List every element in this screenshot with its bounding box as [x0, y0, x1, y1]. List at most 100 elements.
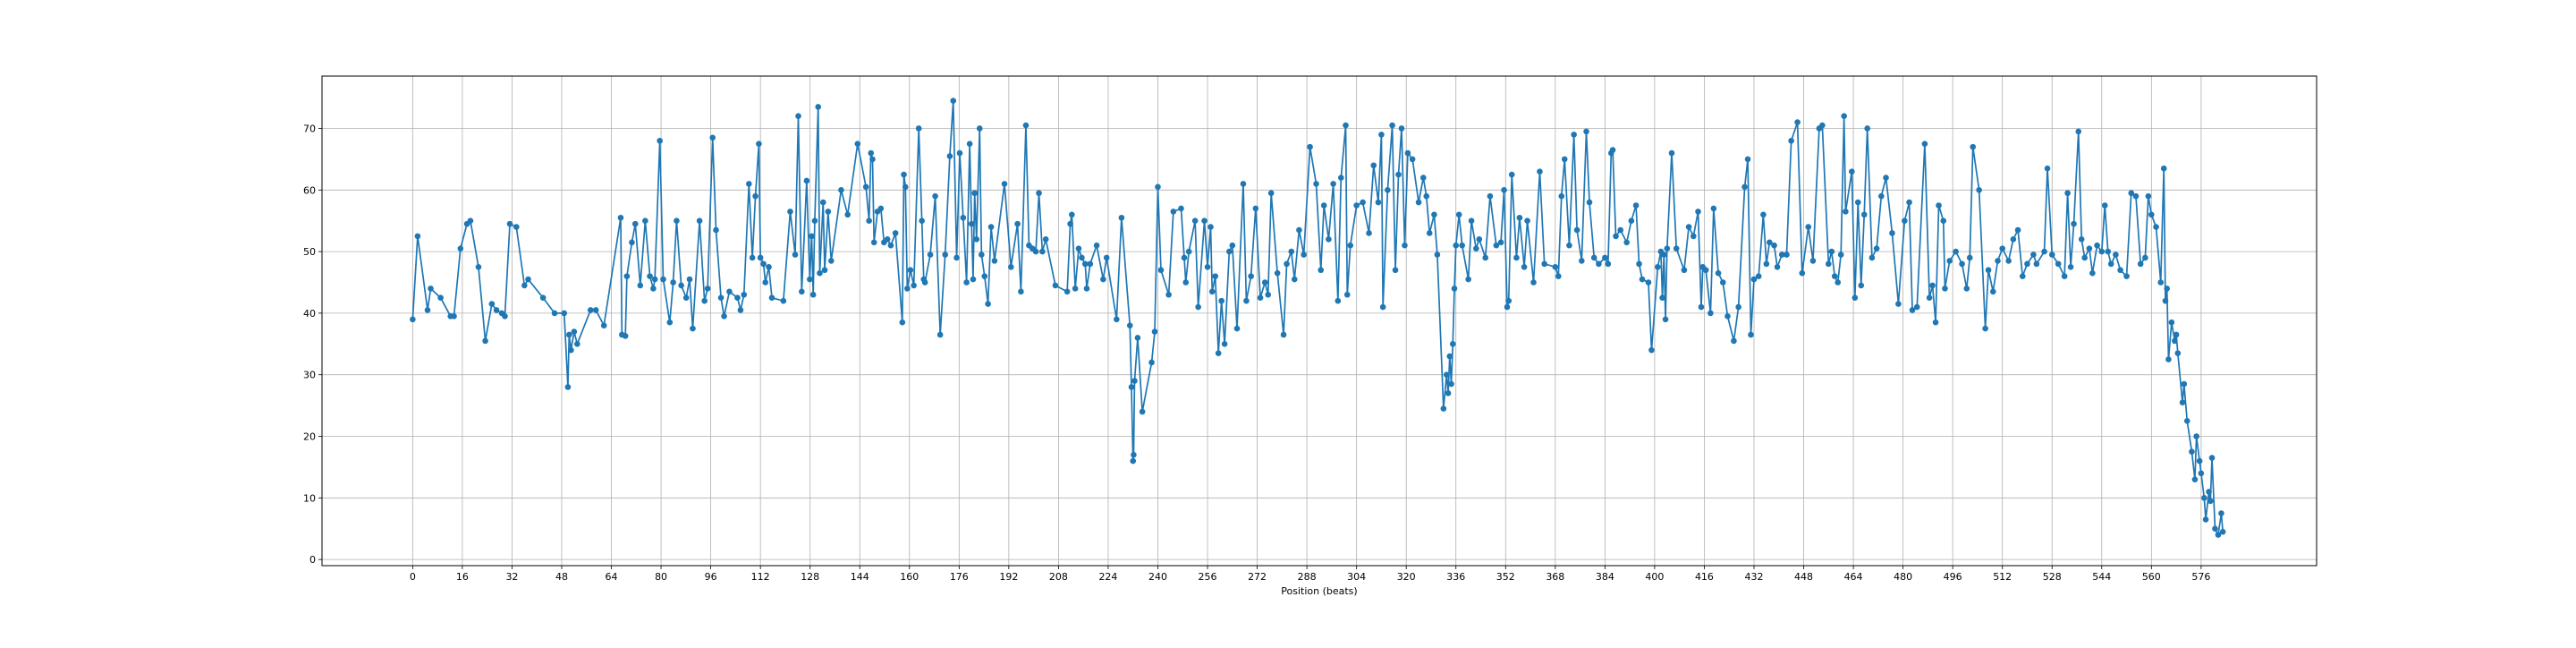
data-point	[1130, 457, 1137, 465]
x-tick-label: 96	[705, 571, 717, 583]
data-point	[1504, 303, 1511, 311]
data-point	[2071, 220, 2077, 227]
data-point	[1799, 269, 1806, 277]
data-point	[2061, 273, 2068, 279]
data-point	[927, 252, 934, 258]
data-point	[1288, 248, 1295, 255]
data-point	[1221, 341, 1228, 347]
data-point	[1063, 288, 1071, 295]
data-point	[2123, 273, 2130, 279]
data-point	[1265, 291, 1272, 298]
x-tick-label: 112	[751, 571, 770, 583]
data-point	[828, 258, 835, 264]
data-point	[1001, 181, 1008, 187]
data-point	[936, 331, 944, 338]
data-point	[1007, 263, 1014, 270]
data-point	[1208, 224, 1214, 230]
data-point	[1784, 252, 1790, 258]
data-point	[1419, 175, 1427, 181]
data-point	[1858, 282, 1865, 289]
x-tick-label: 192	[999, 571, 1018, 583]
data-point	[493, 307, 500, 313]
data-point	[762, 279, 769, 286]
data-point	[1561, 156, 1568, 163]
data-point	[660, 276, 666, 283]
data-point	[1208, 288, 1216, 295]
data-point	[1330, 181, 1336, 187]
data-point	[1497, 239, 1504, 246]
data-point	[2107, 260, 2114, 268]
data-point	[1541, 260, 1547, 268]
data-point	[1131, 378, 1138, 384]
data-point	[809, 291, 817, 298]
data-point	[2067, 263, 2074, 270]
x-tick-label: 480	[1894, 571, 1912, 583]
data-point	[734, 294, 741, 301]
data-point	[1118, 214, 1125, 221]
data-point	[1966, 254, 1973, 261]
data-point	[979, 252, 985, 258]
y-tick-label: 50	[303, 246, 316, 258]
data-point	[1685, 224, 1692, 230]
data-point	[428, 286, 434, 292]
data-point	[2212, 525, 2218, 533]
data-point	[1449, 341, 1456, 347]
data-point	[1398, 125, 1405, 132]
data-point	[1648, 346, 1655, 354]
data-point	[1267, 190, 1275, 197]
data-point	[866, 217, 872, 224]
data-point	[1453, 242, 1460, 249]
data-point	[617, 214, 624, 221]
data-point	[1370, 162, 1377, 169]
data-point	[780, 297, 787, 304]
data-point	[1185, 248, 1192, 255]
data-point	[622, 333, 629, 339]
data-point	[1849, 168, 1855, 175]
data-point	[981, 273, 988, 279]
data-point	[1936, 202, 1942, 209]
data-point	[1014, 220, 1021, 227]
data-point	[911, 282, 917, 289]
x-tick-label: 176	[950, 571, 969, 583]
data-point	[1423, 192, 1430, 200]
data-point	[1128, 384, 1135, 390]
data-point	[1913, 303, 1920, 311]
data-point	[1690, 233, 1697, 240]
data-point	[1131, 451, 1137, 458]
data-point	[1590, 254, 1597, 261]
data-point	[2219, 528, 2226, 535]
data-point	[1681, 267, 1688, 274]
data-point	[1558, 192, 1565, 200]
x-tick-label: 288	[1298, 571, 1317, 583]
data-point	[1735, 303, 1741, 311]
data-point	[1493, 242, 1500, 249]
data-point	[1571, 132, 1577, 138]
data-point	[1731, 337, 1737, 345]
x-tick-label: 304	[1347, 571, 1366, 583]
data-point	[1524, 217, 1530, 224]
data-point	[1257, 294, 1264, 301]
x-tick-label: 432	[1744, 571, 1763, 583]
data-point	[1999, 245, 2005, 252]
data-point	[2196, 457, 2203, 465]
data-point	[921, 279, 928, 286]
data-point	[1482, 254, 1489, 261]
data-point	[704, 286, 711, 292]
data-point	[746, 181, 752, 187]
data-point	[682, 294, 690, 301]
data-point	[1389, 122, 1395, 129]
data-point	[2030, 252, 2037, 258]
data-point	[868, 149, 875, 157]
data-point	[887, 242, 894, 249]
data-point	[1860, 211, 1868, 218]
data-point	[690, 325, 696, 332]
data-point	[2117, 267, 2123, 274]
data-point	[1906, 199, 1912, 206]
data-point	[970, 276, 977, 283]
data-point	[1659, 294, 1665, 301]
x-tick-label: 64	[606, 571, 618, 583]
data-point	[1970, 143, 1977, 150]
data-point	[1573, 226, 1580, 234]
data-point	[892, 230, 899, 236]
